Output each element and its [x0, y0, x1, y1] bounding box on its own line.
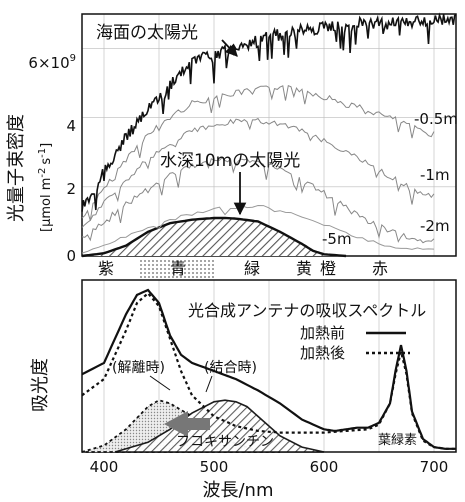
color-band-blue-bg	[140, 258, 214, 278]
pointer-bound	[205, 375, 213, 393]
bottom-y-axis-title: 吸光度	[30, 358, 51, 412]
top-y-axis-unit-a: [μmol m	[39, 178, 54, 232]
top-ytick-6-base: 6×10	[28, 54, 69, 72]
xtick-500: 500	[200, 458, 229, 476]
label-m2: -2m	[420, 217, 450, 235]
legend-solid-label: 加熱前	[300, 324, 345, 342]
label-chlorophyll: 葉緑素	[378, 433, 417, 448]
bound-area	[114, 399, 325, 453]
top-series-group	[81, 12, 457, 258]
top-y-axis-unit: [μmol m-2 s-1]	[37, 143, 54, 232]
top-ytick-2: 2	[66, 180, 76, 198]
top-panel: 光量子束密度 [μmol m-2s-1] 6×109 4 2 0 海面の太陽光 …	[6, 12, 458, 265]
depth-10m-area	[82, 218, 346, 256]
band-green: 緑	[244, 259, 260, 278]
band-violet: 紫	[98, 259, 114, 278]
top-grid	[82, 14, 456, 256]
label-sea-surface: 海面の太陽光	[96, 23, 198, 43]
label-m05: -0.5m	[414, 110, 458, 128]
band-red: 赤	[372, 259, 388, 278]
top-ytick-6-exp: 9	[70, 53, 76, 64]
xtick-400: 400	[90, 458, 119, 476]
top-ytick-6: 6×109	[28, 53, 76, 72]
top-y-axis-title: 光量子束密度	[6, 114, 27, 222]
label-fucoxanthin: フコキサンチン	[176, 434, 274, 450]
label-m5: -5m	[322, 230, 352, 248]
top-y-axis-unit-e: ]	[39, 143, 54, 148]
before-heating-curve	[81, 288, 456, 450]
band-yellow: 黄	[296, 259, 312, 278]
legend-dotted-label: 加熱後	[300, 344, 345, 362]
band-blue: 青	[170, 259, 186, 278]
depth-curve-05m	[81, 85, 435, 221]
x-axis-title: 波長/nm	[202, 480, 273, 501]
bottom-chart-title: 光合成アンテナの吸収スペクトル	[188, 301, 426, 320]
shift-arrow	[164, 411, 210, 437]
label-bound: (結合時)	[204, 360, 257, 376]
arrow-sea-surface	[221, 39, 238, 57]
top-ytick-0: 0	[66, 247, 76, 265]
top-y-axis-unit-c: s	[39, 158, 54, 165]
legend: 加熱前 加熱後	[300, 324, 410, 362]
sea-surface-curve	[81, 12, 457, 212]
top-ytick-4: 4	[66, 117, 76, 135]
depth-5m-curve	[81, 204, 435, 254]
label-depth-10m: 水深10mの太陽光	[160, 151, 300, 171]
label-dissociated: (解離時)	[112, 359, 165, 376]
depth-10m-curve	[81, 216, 347, 258]
bottom-panel: 吸光度 光合成アンテナの吸収スペクトル 加熱前 加熱後 (解離時) (結合時) …	[30, 279, 457, 501]
label-m1: -1m	[420, 166, 450, 184]
depth-curve-2m	[81, 156, 435, 244]
pointer-dissociated	[149, 375, 171, 391]
xtick-700: 700	[420, 458, 449, 476]
top-y-axis-unit-b: -2	[37, 168, 48, 178]
color-band-strip: 紫 青 緑 黄 橙 赤	[98, 258, 388, 278]
band-orange: 橙	[320, 259, 336, 278]
xtick-600: 600	[310, 458, 339, 476]
depth-curve-1m	[81, 117, 435, 228]
top-y-axis-unit-d: -1	[37, 148, 48, 158]
